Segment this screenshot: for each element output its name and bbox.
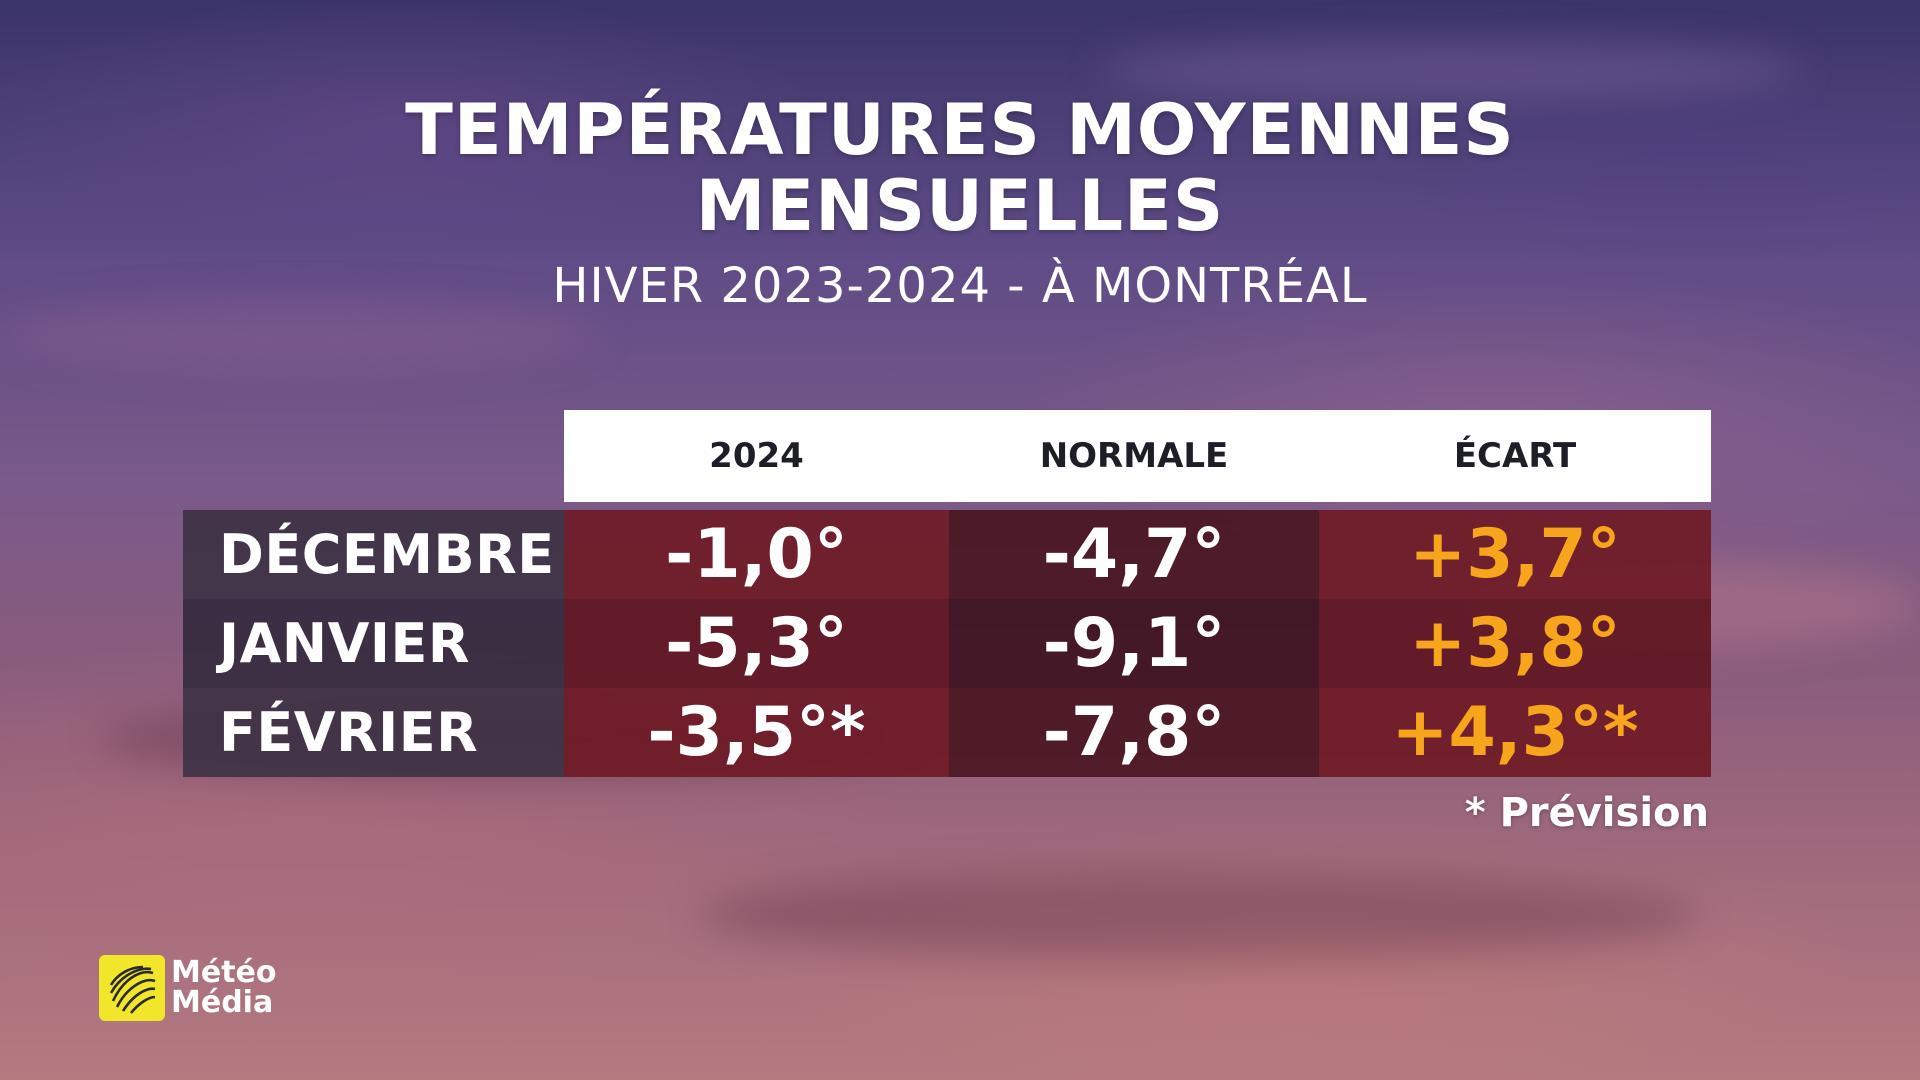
title-block: TEMPÉRATURES MOYENNES MENSUELLES HIVER 2… (0, 92, 1920, 314)
cloud-decoration (1100, 40, 1800, 100)
table-header-row: 2024 NORMALE ÉCART (564, 410, 1711, 502)
month-label: DÉCEMBRE (183, 510, 564, 599)
year-value: -5,3° (564, 599, 949, 688)
meteomedia-logo: Météo Média (99, 955, 277, 1021)
normal-value: -4,7° (949, 510, 1319, 599)
table-row: FÉVRIER -3,5°* -7,8° +4,3°* (183, 688, 1711, 777)
deviation-value: +3,8° (1319, 599, 1711, 688)
month-label: FÉVRIER (183, 688, 564, 777)
page-subtitle: HIVER 2023-2024 - À MONTRÉAL (552, 258, 1368, 314)
table-row: JANVIER -5,3° -9,1° +3,8° (183, 599, 1711, 688)
temperature-table: 2024 NORMALE ÉCART DÉCEMBRE -1,0° -4,7° … (183, 410, 1711, 777)
logo-wordmark: Météo Média (171, 958, 277, 1018)
year-value: -1,0° (564, 510, 949, 599)
deviation-value: +4,3°* (1319, 688, 1711, 777)
page-title-line-1: TEMPÉRATURES MOYENNES (405, 89, 1515, 171)
normal-value: -9,1° (949, 599, 1319, 688)
cloud-decoration (0, 300, 600, 370)
normal-value: -7,8° (949, 688, 1319, 777)
column-header-deviation: ÉCART (1453, 436, 1577, 476)
table-row: DÉCEMBRE -1,0° -4,7° +3,7° (183, 510, 1711, 599)
year-value: -3,5°* (564, 688, 949, 777)
page-title-line-2: MENSUELLES (695, 165, 1225, 247)
meteomedia-globe-icon (99, 955, 165, 1021)
logo-line-1: Météo (171, 955, 277, 990)
column-header-normal: NORMALE (1039, 436, 1229, 476)
column-header-2024: 2024 (709, 436, 804, 476)
logo-line-2: Média (171, 985, 274, 1020)
forecast-footnote: * Prévision (1464, 790, 1709, 836)
month-label: JANVIER (183, 599, 564, 688)
deviation-value: +3,7° (1319, 510, 1711, 599)
cloud-decoration (700, 870, 1700, 960)
